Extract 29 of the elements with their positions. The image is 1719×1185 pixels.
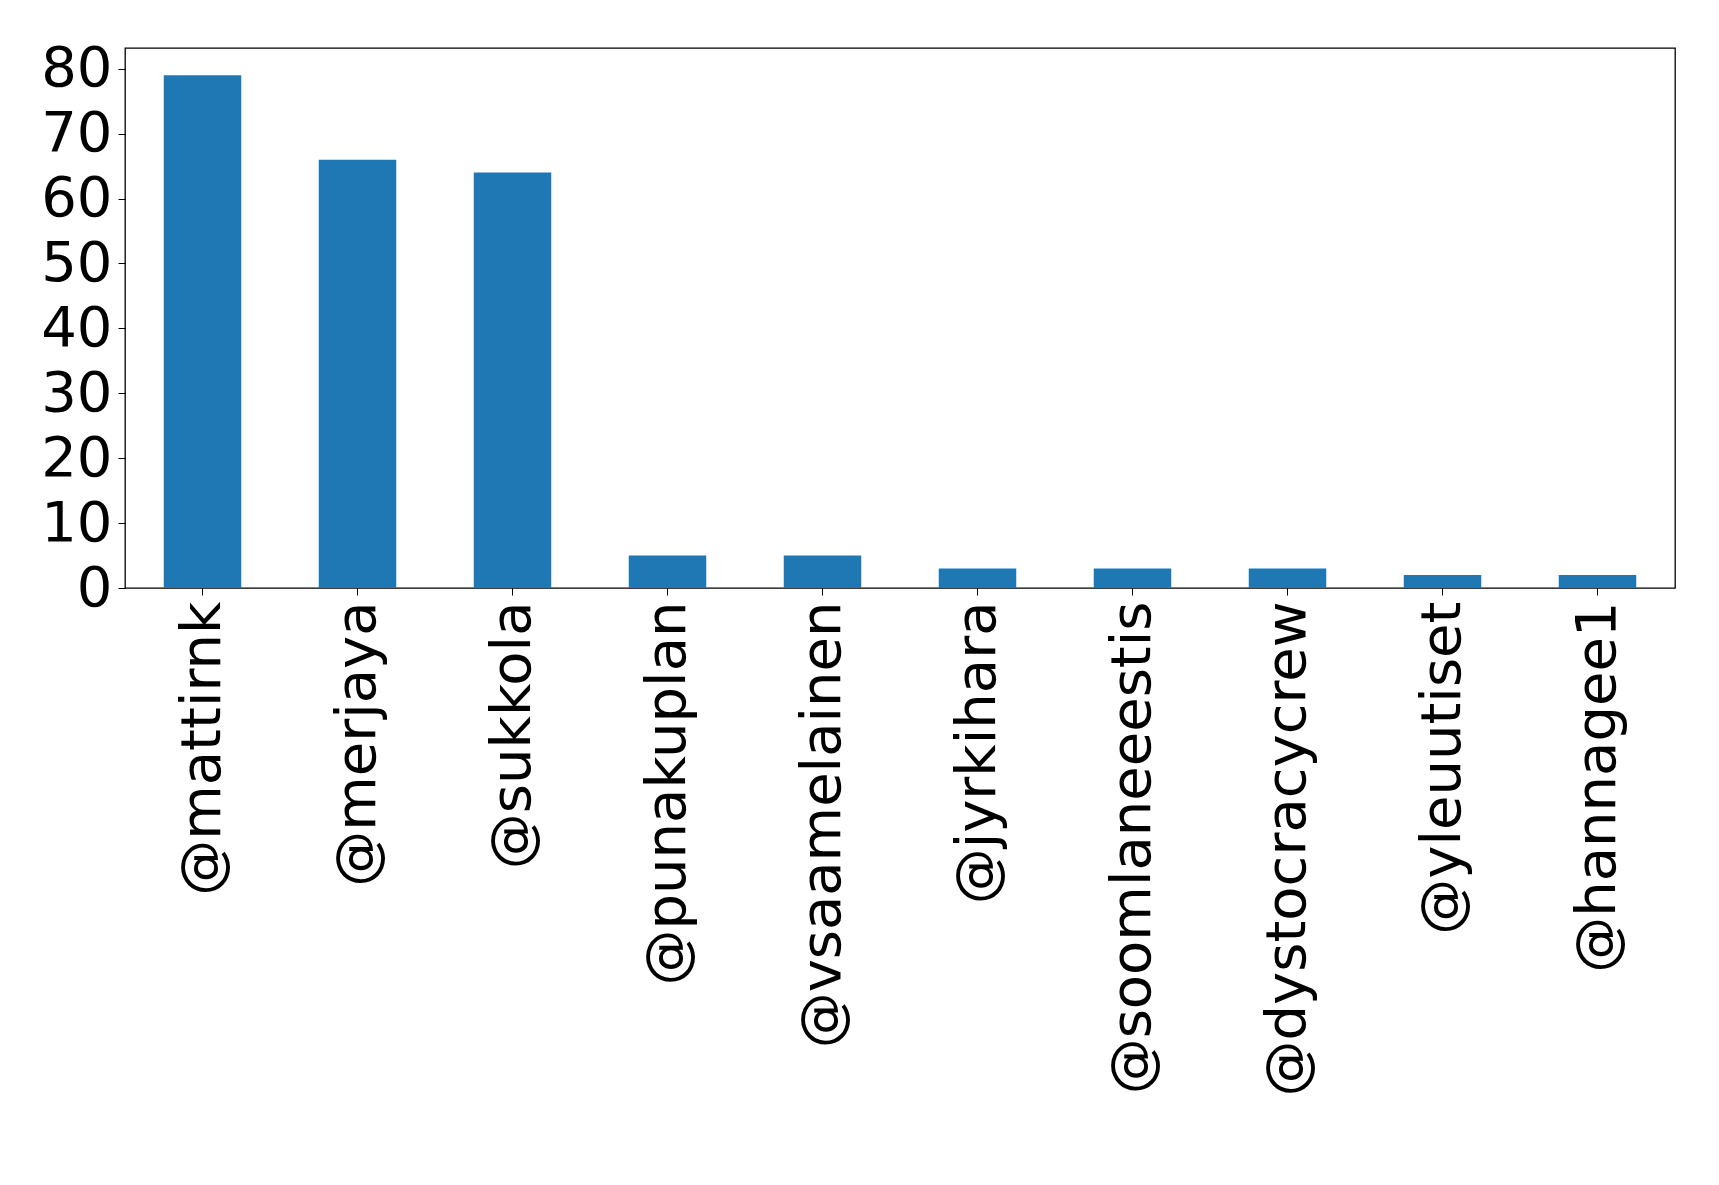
y-tick-label: 0	[76, 553, 113, 619]
y-tick-label: 50	[41, 228, 113, 294]
y-tick-label: 40	[41, 293, 113, 359]
x-tick-label: @yleuutiset	[1407, 601, 1473, 935]
bar	[473, 172, 552, 588]
bar	[938, 568, 1017, 588]
bar	[318, 159, 397, 588]
y-tick-label: 70	[41, 99, 113, 165]
y-tick-label: 10	[41, 488, 113, 554]
x-tick-label: @vsaamelainen	[787, 601, 853, 1049]
y-tick-label: 80	[41, 34, 113, 100]
x-tick-label: @dystocracycrew	[1252, 601, 1318, 1097]
x-tick-label: @sukkola	[477, 601, 543, 870]
y-tick-label: 30	[41, 358, 113, 424]
x-tick-label: @soomlaneeestis	[1097, 601, 1163, 1095]
bar	[628, 555, 707, 588]
x-tick-label: @merjaya	[322, 601, 388, 887]
bar	[163, 75, 242, 588]
x-tick-label: @jyrkihara	[942, 601, 1008, 905]
y-tick-label: 60	[41, 164, 113, 230]
x-tick-label: @punakuplan	[632, 601, 698, 986]
x-tick-label: @mattirnk	[167, 600, 233, 896]
bar	[1558, 575, 1637, 588]
bar	[783, 555, 862, 588]
bar	[1093, 568, 1172, 588]
bar	[1248, 568, 1327, 588]
bar	[1403, 575, 1482, 588]
x-tick-label: @hannagee1	[1562, 601, 1628, 973]
y-tick-label: 20	[41, 423, 113, 489]
